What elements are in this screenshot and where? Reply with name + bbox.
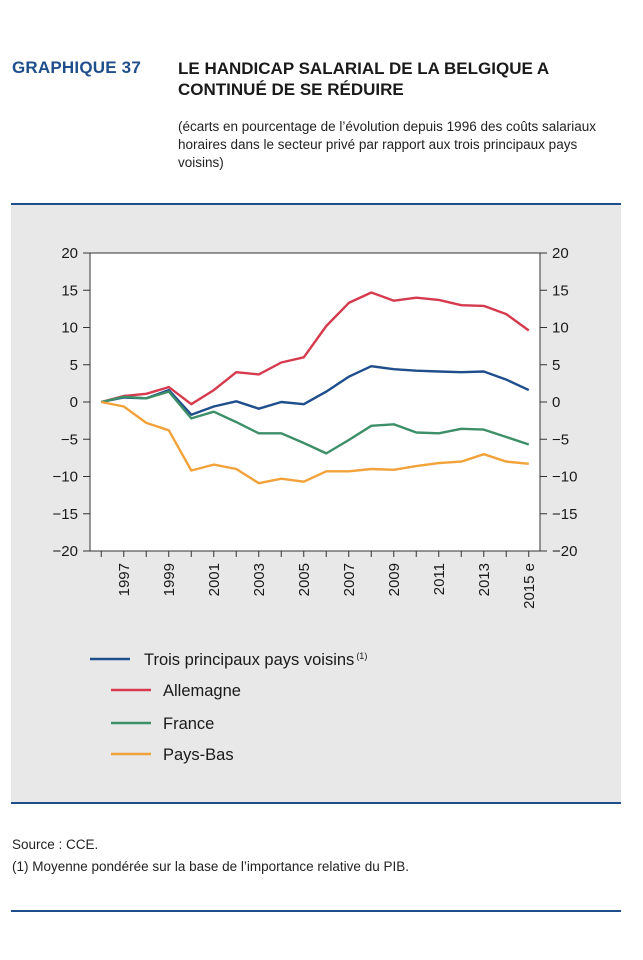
x-tick-label: 2009 [386,563,403,596]
y-tick-label-left: −10 [53,469,78,486]
y-tick-label-left: −5 [61,431,78,448]
x-tick-label: 2005 [296,563,313,596]
y-tick-label-right: 15 [552,282,569,299]
source-notes: Source : CCE. (1) Moyenne pondérée sur l… [12,834,622,878]
chart-panel: 20 20 15 15 10 10 5 5 0 0 −5 −5 −10 −10 −15 −15 −20 −20 19… [11,205,621,803]
y-tick-label-left: 15 [61,282,78,299]
middle-rule [11,802,621,804]
y-tick-label-left: 10 [61,320,78,337]
y-tick-label-right: −5 [552,431,569,448]
graph-title: LE HANDICAP SALARIAL DE LA BELGIQUE A CO… [178,59,549,99]
legend-label: Allemagne [163,682,241,700]
footnote-line: (1) Moyenne pondérée sur la base de l’im… [12,859,409,874]
x-tick-label: 2013 [476,563,493,596]
y-tick-label-left: −15 [53,506,78,523]
y-tick-label-left: 0 [70,394,78,411]
x-tick-label: 2015 e [521,563,538,609]
bottom-rule [11,910,621,912]
plot-area [89,252,541,552]
series-line-allemagne [100,291,530,406]
legend-label: France [163,715,214,733]
y-tick-label-right: 10 [552,320,569,337]
line-chart: 20 20 15 15 10 10 5 5 0 0 −5 −5 −10 −10 −15 −15 −20 −20 19… [53,245,578,764]
x-tick-label: 2011 [431,563,448,595]
x-tick-label: 1999 [161,563,178,596]
chart-header: GRAPHIQUE 37 LE HANDICAP SALARIAL DE LA … [0,58,643,208]
y-tick-label-right: 20 [552,245,569,262]
x-tick-label: 2001 [206,563,223,596]
graph-subtitle: (écarts en pourcentage de l’évolution de… [178,119,597,170]
x-tick-label: 2003 [251,563,268,596]
legend-label: Trois principaux pays voisins (1) [144,651,367,669]
y-tick-label-left: 20 [61,245,78,262]
y-tick-label-right: 5 [552,357,560,374]
y-tick-label-left: 5 [70,357,78,374]
y-tick-label-right: −20 [552,543,577,560]
source-line: Source : CCE. [12,837,99,852]
series-line-pays-bas [101,400,529,485]
x-tick-label: 2007 [341,563,358,596]
y-tick-label-right: 0 [552,394,560,411]
y-tick-label-left: −20 [53,543,78,560]
series-line-france [101,390,530,455]
legend-label: Pays-Bas [163,746,234,764]
y-tick-label-right: −15 [552,506,577,523]
series-line-trois-principaux-pays-voisins [101,364,530,416]
y-tick-label-right: −10 [552,469,577,486]
graph-number: GRAPHIQUE 37 [12,58,141,77]
x-tick-label: 1997 [116,563,133,596]
top-rule [11,203,621,205]
